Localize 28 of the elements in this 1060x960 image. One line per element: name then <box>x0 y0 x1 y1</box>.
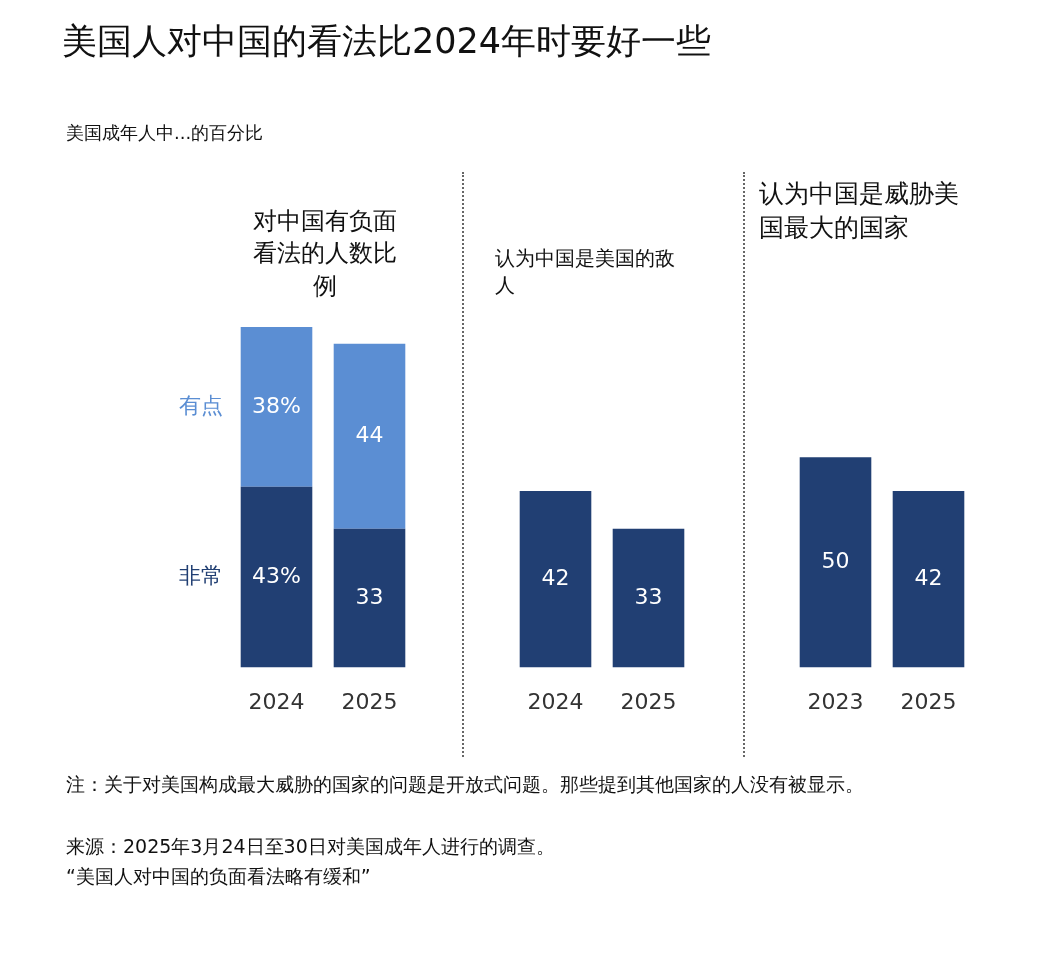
chart-title: 对中国有负面看法的人数比例 <box>252 206 398 302</box>
x-tick-label: 2024 <box>527 688 584 714</box>
text: 注：关于对美国构成最大威胁的国家的问题是开放式问题。那些提到其他国家的人没有被显示。 <box>66 772 865 797</box>
source-note: 来源：2025年3月24日至30日对美国成年人进行的调查。 <box>66 834 556 859</box>
x-tick-label: 2025 <box>620 688 677 714</box>
data-label: 33 <box>355 583 384 609</box>
x-tick-label: 2025 <box>900 688 957 714</box>
data-label: 44 <box>355 422 384 448</box>
data-label: 43% <box>252 562 301 588</box>
data-label: 42 <box>914 565 943 591</box>
series-label: 非常 <box>178 562 223 588</box>
text: 美国人对中国的看法比2024年时要好一些 <box>62 20 712 63</box>
x-tick-label: 2023 <box>807 688 864 714</box>
chart-title: 认为中国是威胁美国最大的国家 <box>759 178 960 244</box>
bar <box>240 327 313 487</box>
bar <box>333 528 406 668</box>
x-tick-label: 2025 <box>341 688 398 714</box>
data-label: 38% <box>252 392 301 418</box>
text: 美国成年人中...的百分比 <box>66 121 264 145</box>
data-label: 50 <box>821 548 850 574</box>
bar <box>240 486 313 668</box>
x-tick-label: 2024 <box>248 688 305 714</box>
data-label: 33 <box>634 583 663 609</box>
data-label: 42 <box>541 565 570 591</box>
text: “美国人对中国的负面看法略有缓和” <box>66 864 372 889</box>
series-label: 有点 <box>178 392 223 418</box>
chart-title: 认为中国是美国的敌人 <box>495 245 676 299</box>
bar <box>333 343 406 529</box>
